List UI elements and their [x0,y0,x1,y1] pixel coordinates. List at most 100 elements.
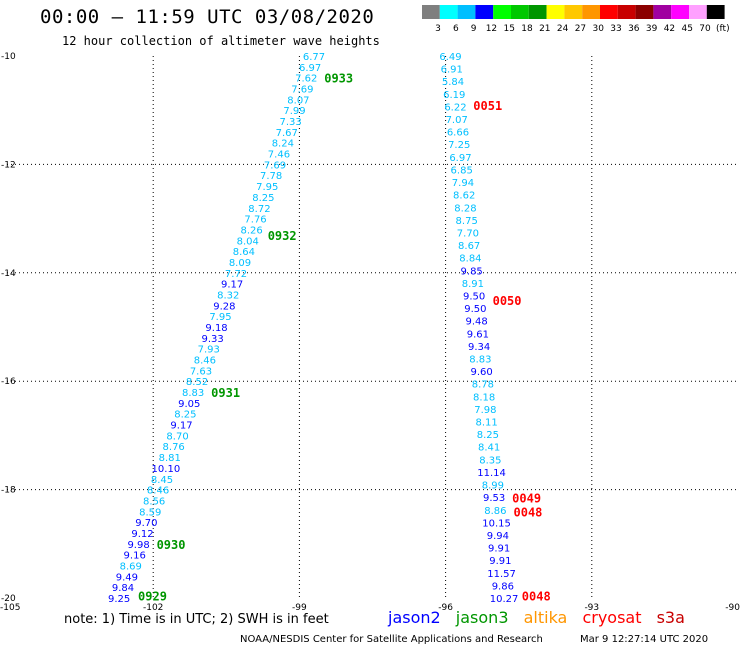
wave-height-value: 9.34 [468,342,490,353]
wave-height-value: 9.16 [124,551,146,562]
wave-height-value: 8.35 [479,455,501,466]
wave-height-value: 7.95 [209,312,231,323]
x-tick-label: -102 [143,603,163,613]
wave-height-value: 9.18 [205,323,227,334]
wave-height-value: 11.14 [477,468,506,479]
wave-height-value: 6.22 [444,102,466,113]
colorbar-swatch [635,5,654,19]
legend-jason2: jason2 [388,608,441,627]
wave-height-value: 9.50 [463,291,485,302]
wave-height-value: 8.46 [147,486,169,497]
wave-height-value: 6.19 [443,90,465,101]
axis-tick-labels: -10 -12 -14 -16 -18 -20-105 -102 -99 -96 -93 -90 [0,52,740,613]
colorbar-label: 18 [521,24,533,34]
wave-height-value: 6.49 [439,52,461,63]
colorbar-label: 36 [628,24,640,34]
colorbar-label: 12 [486,24,497,34]
pass-time-label: 0932 [268,229,297,243]
x-tick-label: -99 [292,603,307,613]
wave-height-value: 9.17 [170,421,192,432]
wave-height-value: 8.84 [459,254,481,265]
colorbar-swatch [600,5,618,19]
wave-height-value: 9.28 [213,301,235,312]
y-tick-label: -10 [1,52,16,62]
wave-height-value: 5.84 [442,77,464,88]
wave-height-value: 8.26 [241,225,263,236]
footer-timestamp: Mar 9 12:27:14 UTC 2020 [580,634,709,645]
footer-note: note: 1) Time is in UTC; 2) SWH is in fe… [64,612,329,627]
pass-time-label: 0049 [512,492,541,506]
wave-height-value: 8.70 [166,431,188,442]
wave-height-value: 8.46 [194,356,216,367]
legend-cryosat: cryosat [582,608,642,627]
wave-height-value: 6.91 [441,65,463,76]
wave-height-value: 8.99 [482,481,504,492]
wave-height-value: 9.91 [489,556,511,567]
y-tick-label: -20 [1,594,16,604]
colorbar-label: 33 [610,24,621,34]
wave-height-value: 9.33 [202,334,224,345]
colorbar-swatch [706,5,725,19]
colorbar-swatch [511,5,529,19]
wave-height-value: 7.72 [225,269,247,280]
colorbar-swatch [564,5,583,19]
wave-height-value: 8.28 [454,203,476,214]
wave-height-value: 7.95 [256,182,278,193]
wave-height-value: 7.33 [279,117,301,128]
wave-height-value: 8.75 [456,216,478,227]
wave-height-value: 8.59 [139,507,161,518]
colorbar-label: 42 [664,24,675,34]
wave-height-value: 8.81 [159,453,181,464]
plot-grid [7,56,738,598]
colorbar-label: 9 [471,24,477,34]
wave-height-value: 7.93 [198,345,220,356]
wave-height-value: 8.11 [475,418,497,429]
colorbar-swatch [689,5,707,19]
wave-height-value: 9.12 [131,529,153,540]
pass-time-label: 0051 [473,99,502,113]
wave-height-value: 7.46 [268,150,290,161]
colorbar-swatch [493,5,511,19]
pass-time-label: 0048 [514,505,543,519]
colorbar-swatch [582,5,600,19]
wave-height-value: 7.69 [291,85,313,96]
wave-height-value: 10.15 [482,518,511,529]
y-tick-label: -18 [1,486,16,496]
wave-height-value: 8.45 [151,475,173,486]
track-west: 6.776.977.627.698.077.997.337.678.247.46… [108,52,353,605]
wave-height-value: 8.83 [182,388,204,399]
wave-height-value: 7.67 [276,128,298,139]
y-tick-label: -14 [1,269,16,279]
y-tick-label: -12 [1,160,16,170]
wave-height-value: 8.72 [248,204,270,215]
colorbar-swatch [457,5,476,19]
wave-height-value: 9.85 [461,266,483,277]
colorbar-swatch [439,5,458,19]
wave-height-value: 8.24 [272,139,294,150]
x-tick-label: -93 [584,603,599,613]
footer-credit: NOAA/NESDIS Center for Satellite Applica… [240,634,543,645]
satellite-legend: jason2 jason3 altika cryosat s3a [388,608,695,627]
wave-height-value: 8.64 [233,247,255,258]
wave-height-value: 6.85 [451,165,473,176]
x-tick-label: -105 [0,603,20,613]
pass-time-label: 0931 [211,386,240,400]
wave-height-value: 8.25 [252,193,274,204]
wave-height-value: 8.91 [462,279,484,290]
wave-height-value: 9.86 [492,581,514,592]
wave-height-value: 9.48 [466,317,488,328]
track-east: 6.49 6.915.84 6.196.22 7.07 6.667.25 6.976.85… [439,52,550,605]
y-tick-label: -16 [1,377,16,387]
wave-height-value: 7.07 [446,115,468,126]
colorbar-label: 3 [435,24,441,34]
legend-jason3: jason3 [455,608,509,627]
wave-height-value: 7.76 [244,215,266,226]
wave-height-value: 9.91 [488,544,510,555]
colorbar-label: 30 [592,24,604,34]
wave-height-value: 6.77 [303,52,325,63]
colorbar-swatch [528,5,547,19]
wave-height-value: 9.94 [487,531,509,542]
colorbar-swatch [671,5,689,19]
wave-height-value: 9.60 [471,367,493,378]
